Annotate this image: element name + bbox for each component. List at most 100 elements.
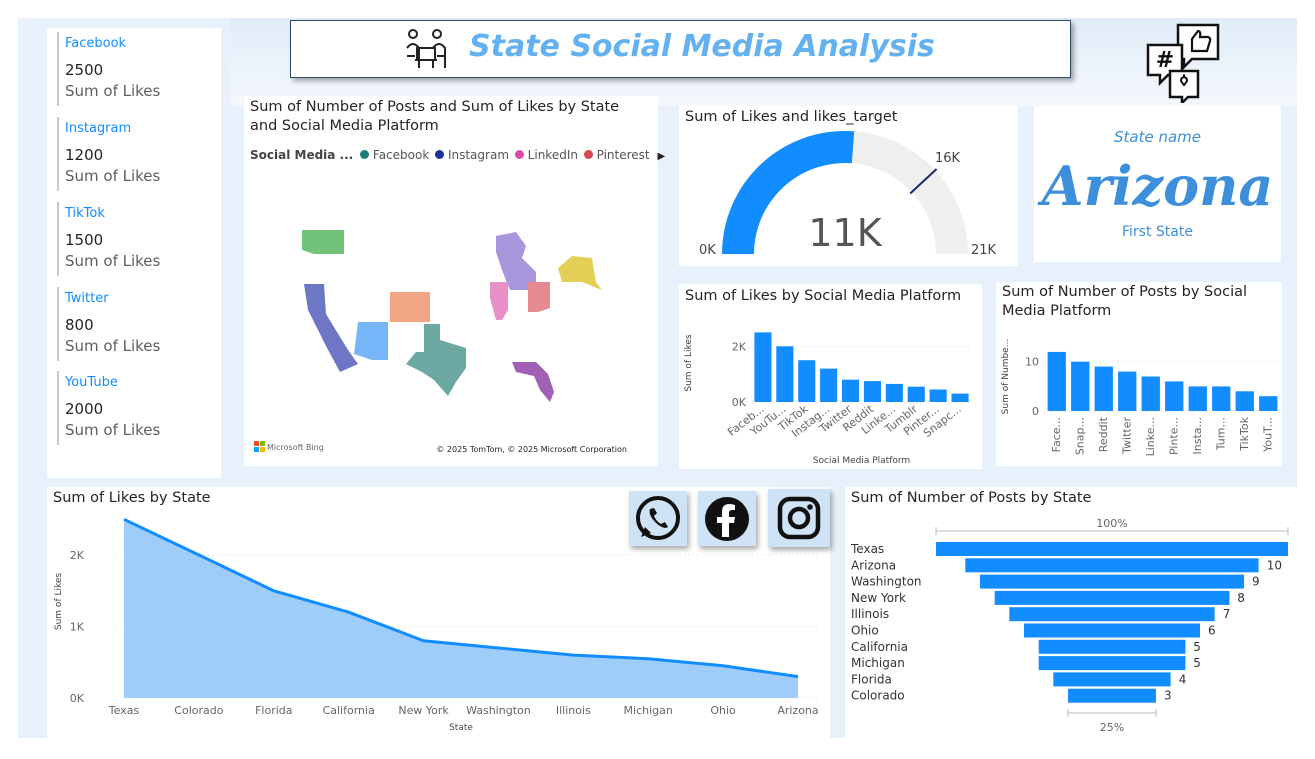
state-illinois: [490, 282, 508, 320]
legend-item-instagram[interactable]: Instagram: [435, 148, 509, 162]
y-tick-label: 10: [1025, 356, 1039, 369]
likes-by-platform-chart[interactable]: 0K2KFaceb...YouTu...TikTokInstag...Twitt…: [679, 284, 982, 469]
y-axis-label: Sum of Numbe...: [1001, 339, 1011, 415]
legend-item-pinterest[interactable]: Pinterest: [583, 148, 650, 162]
kpi-platform: YouTube: [65, 375, 118, 390]
legend-label: Pinterest: [596, 148, 650, 162]
funnel-value-label: 4: [1179, 672, 1187, 686]
bar: [1118, 371, 1137, 411]
funnel-bar: [965, 558, 1259, 573]
area-fill: [124, 519, 798, 698]
funnel-bar: [1009, 607, 1215, 622]
funnel-value-label: 7: [1223, 607, 1231, 621]
funnel-category-label: Arizona: [851, 558, 896, 572]
state-footer: First State: [1122, 224, 1193, 240]
state-map[interactable]: Microsoft Bing © 2025 TomTom, © 2025 Mic…: [244, 96, 658, 466]
legend-swatch: [514, 150, 524, 159]
kpi-sidebar: Facebook 2500 Sum of Likes Instagram 120…: [47, 28, 221, 478]
y-tick-label: 0K: [732, 396, 747, 409]
posts-by-platform-chart[interactable]: 0 10 Face... Snap... Reddit Twitter Linke... Pi…: [996, 282, 1282, 466]
posts-by-platform-card: Sum of Number of Posts by Social Media P…: [996, 282, 1282, 466]
map-card: Sum of Number of Posts and Sum of Likes …: [244, 96, 665, 466]
state-california: [304, 284, 358, 372]
state-ohio: [528, 282, 550, 312]
bar: [907, 386, 925, 402]
funnel-value-label: 9: [1252, 575, 1260, 589]
posts-by-state-card: Sum of Number of Posts by State 100% Texa…: [845, 487, 1297, 738]
title-box: State Social Media Analysis: [290, 20, 1071, 78]
funnel-category-label: New York: [851, 591, 906, 605]
kpi-accent-bar: [57, 371, 59, 445]
kpi-accent-bar: [57, 287, 59, 361]
x-tick-label: YouT...: [1261, 417, 1274, 453]
funnel-value-label: 5: [1193, 656, 1201, 670]
svg-text:#: #: [1156, 48, 1174, 73]
bar: [1235, 391, 1254, 411]
state-colorado: [390, 292, 430, 322]
whatsapp-button[interactable]: [629, 491, 687, 546]
x-tick-label: TikTok: [1238, 416, 1251, 451]
bar: [863, 381, 881, 402]
state-florida: [512, 362, 554, 402]
kpi-accent-bar: [57, 202, 59, 276]
funnel-category-label: Illinois: [851, 607, 889, 621]
x-tick-label: Ohio: [710, 704, 736, 717]
hashtag-social-icon: #: [1146, 23, 1220, 103]
whatsapp-icon: [636, 496, 680, 540]
bar: [1094, 366, 1113, 411]
state-washington: [302, 230, 344, 254]
legend-next-arrow-icon[interactable]: ▶: [657, 151, 666, 162]
y-tick-label: 0: [1032, 405, 1039, 418]
funnel-bar: [1038, 656, 1186, 671]
funnel-category-label: Florida: [851, 672, 892, 686]
x-tick-label: Insta...: [1191, 417, 1204, 455]
bar: [820, 368, 838, 402]
posts-by-state-funnel[interactable]: 100% Texas Arizona 10 Washington 9 New York 8 Il…: [845, 487, 1297, 738]
kpi-platform: Instagram: [65, 121, 132, 136]
x-axis-label: State: [449, 723, 473, 733]
bar: [754, 332, 772, 402]
bottom-percent-label: 25%: [1100, 721, 1124, 734]
state-michigan: [496, 232, 536, 290]
map-copyright: © 2025 TomTom, © 2025 Microsoft Corporat…: [436, 445, 627, 454]
x-tick-label: Linke...: [1144, 417, 1157, 456]
state-texas: [406, 324, 466, 396]
kpi-label: Sum of Likes: [65, 82, 161, 100]
legend-item-facebook[interactable]: Facebook: [360, 148, 429, 162]
gauge-chart[interactable]: 11K 0K 21K 16K: [679, 106, 1018, 266]
chart-title: Sum of Number of Posts by State: [851, 490, 1092, 506]
x-tick-label: Pinte...: [1167, 417, 1180, 455]
bar: [929, 389, 947, 402]
instagram-button[interactable]: [768, 489, 830, 547]
x-tick-label: Reddit: [1097, 416, 1110, 452]
x-tick-label: Colorado: [174, 704, 223, 717]
funnel-category-label: Ohio: [851, 624, 879, 638]
legend-label: Instagram: [447, 148, 510, 162]
bar: [885, 383, 903, 402]
chart-title: Sum of Likes by Social Media Platform: [685, 288, 962, 304]
likes-by-state-chart[interactable]: 0K 1K 2K Texas Colorado Florida California New …: [47, 487, 830, 738]
funnel-value-label: 3: [1164, 689, 1172, 703]
facebook-button[interactable]: [698, 491, 756, 546]
y-tick-label: 2K: [70, 549, 85, 562]
map-title: Sum of Number of Posts and Sum of Likes …: [250, 99, 620, 134]
y-tick-label: 0K: [70, 692, 85, 705]
kpi-label: Sum of Likes: [65, 252, 161, 270]
x-tick-label: Twitter: [1120, 417, 1133, 455]
instagram-icon: [777, 496, 821, 540]
kpi-platform: Twitter: [65, 291, 109, 306]
legend-item-linkedin[interactable]: LinkedIn: [514, 148, 578, 162]
top-percent-label: 100%: [1096, 517, 1127, 530]
gauge-target-label: 16K: [935, 151, 961, 166]
x-tick-label: Michigan: [624, 704, 673, 717]
legend-swatch: [435, 150, 445, 159]
bar: [1212, 386, 1231, 411]
funnel-category-label: Texas: [850, 542, 884, 556]
gauge-max: 21K: [971, 243, 997, 258]
y-axis-label: Sum of Likes: [684, 334, 694, 392]
y-axis-label: Sum of Likes: [54, 573, 64, 631]
bar: [842, 379, 860, 402]
map-brand: Microsoft Bing: [267, 443, 324, 452]
funnel-category-label: Colorado: [851, 689, 905, 703]
state-caption: State name: [1113, 128, 1201, 146]
